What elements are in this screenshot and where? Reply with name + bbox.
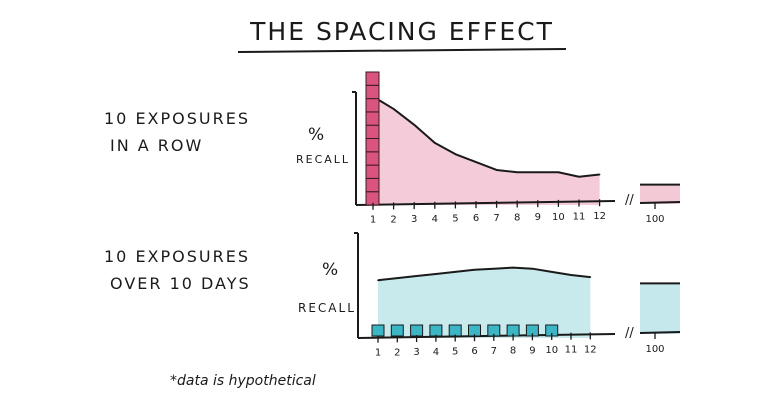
top-recall-point-day-10 bbox=[557, 171, 560, 174]
top-recall-point-day-8 bbox=[516, 171, 518, 174]
top-recall-point-day-12 bbox=[598, 173, 601, 176]
bottom-x-tick-label-8: 8 bbox=[510, 346, 516, 357]
bottom-recall-point-day-7 bbox=[493, 267, 495, 270]
top-exposure-block bbox=[365, 177, 380, 193]
bottom-recall-point-day-4 bbox=[435, 273, 437, 275]
bottom-recall-point-day-5 bbox=[454, 271, 457, 273]
top-recall-point-day-6 bbox=[475, 161, 477, 163]
top-recall-curve bbox=[372, 95, 600, 178]
bottom-recall-area-day-100 bbox=[640, 283, 680, 334]
top-recall-point-day-7 bbox=[495, 169, 498, 171]
top-x-tick-label-5: 5 bbox=[452, 213, 458, 224]
top-recall-point-day-2 bbox=[392, 108, 395, 110]
bottom-x-tick-label-12: 12 bbox=[584, 344, 597, 355]
top-x-tick-label-10: 10 bbox=[552, 212, 565, 223]
bottom-chart: //1 2 3 4 5 6 7 8 9 10 11 12 100 bbox=[354, 232, 681, 359]
title-underline bbox=[237, 48, 567, 53]
bottom-x-axis bbox=[357, 333, 616, 339]
bottom-chart-ylabel-percent: % bbox=[322, 260, 340, 280]
footnote: *data is hypothetical bbox=[170, 373, 316, 389]
top-chart-ylabel-recall: RECALL bbox=[296, 153, 350, 166]
top-recall-point-day-9 bbox=[537, 171, 539, 174]
bottom-chart-ylabel-recall: RECALL bbox=[298, 301, 356, 315]
bottom-chart-label-line2: OVER 10 DAYS bbox=[110, 274, 251, 293]
bottom-exposure-block bbox=[410, 324, 424, 337]
top-x-axis bbox=[355, 200, 616, 206]
bottom-recall-point-day-2 bbox=[396, 277, 399, 279]
top-exposure-block bbox=[365, 151, 380, 166]
bottom-recall-curve bbox=[377, 266, 591, 282]
bottom-x-tick-label-3: 3 bbox=[413, 347, 419, 358]
top-exposure-block bbox=[365, 124, 380, 139]
bottom-x-tick-label-5: 5 bbox=[452, 346, 458, 357]
bottom-recall-point-day-8 bbox=[512, 266, 514, 269]
top-chart-label-line1: 10 EXPOSURES bbox=[104, 109, 250, 128]
bottom-exposure-block bbox=[390, 324, 404, 337]
top-x-tick-label-8: 8 bbox=[514, 213, 520, 224]
top-recall-point-day-11 bbox=[578, 175, 580, 178]
bottom-recall-point-day-1 bbox=[377, 279, 379, 282]
top-exposure-block bbox=[365, 111, 380, 126]
bottom-recall-point-day-11 bbox=[570, 274, 572, 276]
bottom-exposure-block bbox=[371, 324, 385, 337]
bottom-exposure-block bbox=[429, 324, 443, 337]
top-x-tick-label-12: 12 bbox=[593, 211, 606, 222]
top-exposure-block bbox=[365, 71, 380, 86]
top-exposure-block bbox=[365, 84, 380, 100]
bottom-x-tick-label-11: 11 bbox=[565, 345, 578, 356]
top-x-axis-day-100 bbox=[639, 201, 681, 204]
top-x-tick-label-9: 9 bbox=[535, 212, 541, 223]
top-recall-area-day-100 bbox=[640, 184, 680, 204]
top-exposure-block bbox=[365, 98, 380, 113]
bottom-x-tick-label-6: 6 bbox=[471, 346, 477, 357]
bottom-recall-point-day-3 bbox=[415, 275, 418, 277]
bottom-exposure-block bbox=[448, 324, 462, 337]
bottom-x-tick-label-2: 2 bbox=[394, 347, 400, 358]
top-x-tick-label-100: 100 bbox=[645, 214, 664, 225]
bottom-chart-label-line1: 10 EXPOSURES bbox=[104, 247, 250, 266]
bottom-recall-point-day-10 bbox=[550, 271, 553, 273]
top-axis-break: // bbox=[625, 193, 634, 208]
top-recall-point-day-3 bbox=[413, 123, 416, 126]
top-recall-point-day-4 bbox=[434, 142, 436, 144]
top-x-tick-label-7: 7 bbox=[493, 213, 499, 224]
bottom-x-tick-label-7: 7 bbox=[491, 346, 497, 357]
top-x-tick-label-3: 3 bbox=[411, 214, 417, 225]
top-x-tick-label-4: 4 bbox=[432, 214, 438, 225]
bottom-x-axis-day-100 bbox=[639, 331, 681, 334]
top-x-tick-label-1: 1 bbox=[370, 215, 376, 226]
page-title: THE SPACING EFFECT bbox=[249, 17, 554, 46]
top-exposure-block bbox=[365, 138, 380, 153]
bottom-recall-area bbox=[378, 267, 591, 338]
bottom-x-tick-label-4: 4 bbox=[433, 347, 439, 358]
top-chart-ylabel-percent: % bbox=[308, 125, 326, 145]
top-x-tick-label-2: 2 bbox=[390, 214, 396, 225]
bottom-x-tick-label-9: 9 bbox=[529, 345, 535, 356]
top-recall-point-day-5 bbox=[454, 153, 457, 155]
bottom-x-tick-label-10: 10 bbox=[545, 345, 558, 356]
bottom-recall-point-day-6 bbox=[473, 268, 476, 271]
top-chart-label-line2: IN A ROW bbox=[110, 136, 203, 155]
top-exposure-block bbox=[365, 164, 380, 179]
bottom-recall-point-day-9 bbox=[531, 267, 534, 270]
top-chart: //1 2 3 4 5 6 7 8 9 10 11 12 100 bbox=[352, 71, 681, 226]
bottom-x-tick-label-100: 100 bbox=[645, 344, 664, 355]
bottom-axis-break: // bbox=[625, 326, 634, 341]
top-recall-area bbox=[373, 96, 600, 205]
top-x-tick-label-11: 11 bbox=[573, 212, 586, 223]
top-x-tick-label-6: 6 bbox=[473, 213, 479, 224]
bottom-recall-point-day-12 bbox=[589, 276, 592, 278]
bottom-x-tick-label-1: 1 bbox=[375, 348, 381, 359]
